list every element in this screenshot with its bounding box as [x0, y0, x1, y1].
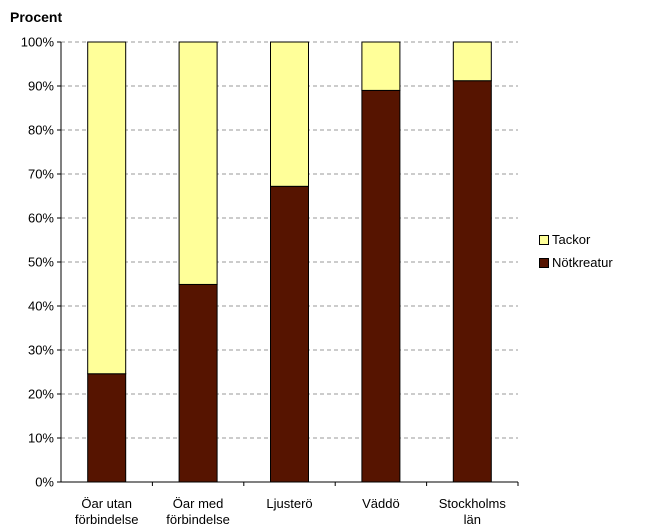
y-tick-label: 40% — [28, 299, 54, 314]
y-axis-title: Procent — [10, 9, 63, 25]
legend-label-notkreatur: Nötkreatur — [552, 255, 613, 270]
x-tick-label: förbindelse — [75, 512, 139, 527]
x-tick-label: Ljusterö — [266, 496, 312, 511]
legend-swatch-notkreatur — [539, 257, 549, 268]
x-tick-label: Väddö — [362, 496, 400, 511]
x-tick-label: Öar med — [173, 496, 224, 511]
bar-notkreatur — [270, 185, 309, 483]
bar-tackor — [178, 41, 218, 285]
bar-tackor — [452, 41, 492, 82]
legend-swatch-tackor — [539, 234, 549, 245]
legend-label-tackor: Tackor — [552, 232, 591, 247]
legend: Tackor Nötkreatur — [539, 228, 613, 274]
y-tick-label: 20% — [28, 387, 54, 402]
y-tick-label: 10% — [28, 431, 54, 446]
y-tick-label: 0% — [35, 475, 54, 490]
x-tick-label: Öar utan — [81, 496, 132, 511]
x-tick-label: Stockholms — [439, 496, 507, 511]
y-tick-label: 50% — [28, 255, 54, 270]
bar-tackor — [361, 41, 401, 91]
bar-notkreatur — [178, 283, 218, 483]
x-tick-label: förbindelse — [166, 512, 230, 527]
y-tick-label: 100% — [21, 35, 55, 50]
y-tick-label: 60% — [28, 211, 54, 226]
y-tick-label: 80% — [28, 123, 54, 138]
bar-tackor — [270, 41, 309, 187]
legend-item-tackor: Tackor — [539, 228, 613, 251]
bar-tackor — [87, 41, 127, 375]
x-tick-label: län — [464, 512, 481, 527]
bar-notkreatur — [87, 373, 127, 483]
y-tick-label: 30% — [28, 343, 54, 358]
y-tick-label: 70% — [28, 167, 54, 182]
y-tick-label: 90% — [28, 79, 54, 94]
bar-notkreatur — [361, 89, 401, 483]
bar-notkreatur — [452, 80, 492, 483]
legend-item-notkreatur: Nötkreatur — [539, 251, 613, 274]
